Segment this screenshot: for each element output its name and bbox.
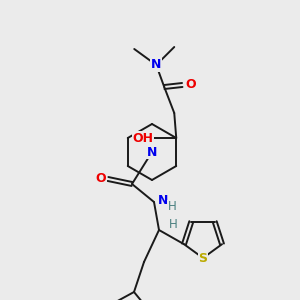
Text: O: O (185, 79, 196, 92)
Text: S: S (199, 251, 208, 265)
Text: N: N (151, 58, 161, 71)
Text: O: O (96, 172, 106, 185)
Text: H: H (169, 218, 177, 232)
Text: OH: OH (133, 131, 154, 145)
Text: N: N (147, 146, 157, 158)
Text: H: H (168, 200, 176, 214)
Text: N: N (158, 194, 168, 206)
